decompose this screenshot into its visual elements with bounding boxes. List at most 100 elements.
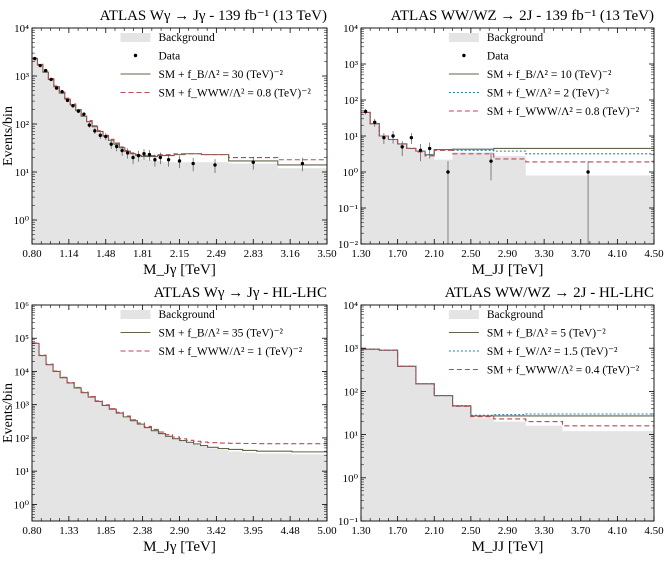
x-tick-label: 3.30 [535,525,555,537]
legend-entry: SM + f_WWW/Λ² = 1 (TeV)⁻² [159,346,303,358]
x-tick-label: 2.15 [170,248,190,260]
x-tick-label: 1.81 [133,248,152,260]
legend: Background SM + f_B/Λ² = 5 (TeV)⁻² SM + f_… [448,309,640,377]
chart-title: ATLAS WW/WZ → 2J - 139 fb⁻¹ (13 TeV) [391,8,654,24]
x-tick-label: 1.70 [388,525,408,537]
legend-entry: Data [487,51,509,63]
chart-title: ATLAS Wγ → Jγ - HL-LHC [154,285,327,301]
data-point [409,135,414,140]
legend: Background Data SM + f_B/Λ² = 10 (TeV)⁻² SM… [448,32,640,118]
background-histogram [32,343,327,521]
data-point [65,98,70,103]
legend-entry: SM + f_B/Λ² = 5 (TeV)⁻² [487,328,606,340]
panel-3: 0.80 1.33 1.85 2.38 2.90 3.42 3.95 4.48 5.00 10⁰ 1… [1,285,337,555]
x-tick-label: 2.90 [498,525,518,537]
x-axis-label: M_JJ [TeV] [472,539,544,555]
y-tick-label: 10⁵ [14,333,29,345]
x-tick-label: 4.50 [644,248,664,260]
background-histogram [32,58,327,245]
data-point [142,152,146,156]
x-tick-label: 1.33 [59,525,79,537]
x-tick-label: 5.00 [317,525,337,537]
x-tick-label: 0.80 [22,525,42,537]
legend-entry: Background [487,32,543,44]
data-point [49,77,53,82]
y-tick-label: 10⁻² [338,239,359,251]
y-tick-label: 10⁴ [343,23,358,35]
data-point [418,148,423,153]
legend-entry: SM + f_B/Λ² = 10 (TeV)⁻² [487,69,612,81]
data-point [373,120,377,125]
data-point [120,148,124,153]
x-axis-label: M_Jγ [TeV] [143,539,216,555]
x-tick-label: 4.10 [608,525,628,537]
y-tick-label: 10⁰ [343,167,359,179]
y-tick-label: 10³ [15,71,30,83]
data-point [76,109,81,113]
legend-swatch-data [462,53,466,58]
y-tick-label: 10⁰ [343,473,359,485]
x-tick-label: 1.70 [388,248,408,260]
x-tick-label: 4.10 [608,248,628,260]
y-tick-label: 10⁰ [14,215,30,227]
legend-entry: SM + f_WWW/Λ² = 0.8 (TeV)⁻² [487,106,640,118]
x-tick-label: 2.90 [498,248,518,260]
x-tick-label: 3.16 [281,248,301,260]
data-point [131,155,135,160]
y-tick-label: 10⁴ [14,366,29,378]
data-point [489,159,493,163]
legend: Background Data SM + f_B/Λ² = 30 (TeV)⁻² SM… [120,32,311,100]
legend-entry: Background [159,309,215,321]
data-point [427,146,432,151]
data-point [363,109,368,114]
data-point [33,56,37,61]
y-axis-label: Events/bin [1,106,16,166]
x-tick-label: 1.48 [96,248,116,260]
legend-entry: SM + f_B/Λ² = 35 (TeV)⁻² [159,328,284,340]
y-axis-label: Events/bin [1,383,16,443]
data-point [87,123,92,127]
data-point [38,63,42,68]
x-tick-label: 0.80 [22,248,42,260]
data-point [251,160,255,164]
y-tick-label: 10³ [15,400,30,412]
data-point [300,161,305,166]
y-tick-label: 10⁻¹ [338,203,358,215]
x-tick-label: 3.70 [571,248,591,260]
y-tick-label: 10¹ [344,131,358,143]
y-tick-label: 10¹ [344,430,358,442]
x-tick-label: 2.50 [461,248,481,260]
y-tick-label: 10⁴ [14,23,29,35]
data-point [54,86,59,90]
chart-title: ATLAS WW/WZ → 2J - HL-LHC [445,285,654,301]
data-point [104,134,108,139]
y-tick-label: 10¹ [15,167,29,179]
data-point [136,153,141,158]
x-axis-label: M_Jγ [TeV] [143,262,216,278]
data-point [43,68,48,73]
legend-entry: Background [159,32,215,44]
x-tick-label: 3.50 [317,248,337,260]
y-tick-label: 10³ [344,59,359,71]
x-tick-label: 2.50 [461,525,481,537]
x-axis-label: M_JJ [TeV] [472,262,544,278]
background-histogram [361,112,654,245]
y-tick-label: 10² [15,119,30,131]
legend-swatch-background [448,310,479,319]
x-tick-label: 1.30 [351,525,371,537]
data-point [147,152,152,157]
y-tick-label: 10⁴ [343,300,358,312]
y-tick-label: 10³ [344,343,359,355]
data-point [114,144,119,149]
data-point [213,163,217,167]
legend-entry: SM + f_W/Λ² = 2 (TeV)⁻² [487,88,609,100]
legend-entry: SM + f_WWW/Λ² = 0.4 (TeV)⁻² [487,365,640,377]
x-tick-label: 2.49 [207,248,227,260]
series-line-sm_fwww [361,348,654,427]
data-point [391,134,395,138]
data-point [382,135,386,140]
y-tick-label: 10² [15,433,30,445]
data-point [82,112,86,116]
data-point [153,158,157,162]
